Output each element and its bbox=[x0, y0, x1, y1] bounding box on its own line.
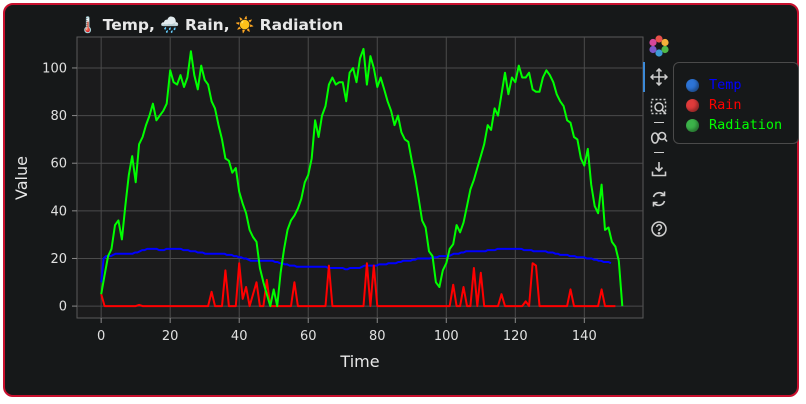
chart-title: 🌡️ Temp, 🌧️ Rain, ☀️ Radiation bbox=[78, 15, 343, 34]
y-tick-label: 20 bbox=[50, 252, 67, 267]
legend-label: Rain bbox=[709, 97, 742, 113]
pan-tool-icon[interactable] bbox=[646, 65, 672, 89]
legend-item-radiation[interactable]: Radiation bbox=[686, 115, 798, 135]
x-tick-label: 140 bbox=[572, 329, 597, 344]
x-tick-label: 0 bbox=[97, 329, 105, 344]
y-tick-label: 0 bbox=[59, 300, 67, 315]
legend-item-rain[interactable]: Rain bbox=[686, 95, 798, 115]
bokeh-logo-icon[interactable] bbox=[646, 34, 672, 58]
chart-legend: Temp Rain Radiation bbox=[673, 62, 799, 144]
box-zoom-icon[interactable] bbox=[646, 95, 672, 119]
plot-area[interactable]: 0 20 40 60 80 100 120 140 0 20 40 60 80 100 bbox=[42, 36, 644, 344]
legend-item-temp[interactable]: Temp bbox=[686, 75, 798, 95]
reset-icon[interactable] bbox=[646, 187, 672, 211]
x-tick-label: 100 bbox=[434, 329, 459, 344]
y-axis-label: Value bbox=[12, 156, 31, 200]
y-tick-label: 100 bbox=[42, 61, 67, 76]
toolbar-divider bbox=[654, 152, 664, 153]
legend-swatch bbox=[686, 98, 699, 112]
y-tick-label: 40 bbox=[50, 204, 67, 219]
legend-label: Radiation bbox=[709, 117, 783, 133]
save-icon[interactable] bbox=[646, 157, 672, 181]
legend-swatch bbox=[686, 78, 699, 92]
y-tick-label: 60 bbox=[50, 157, 67, 172]
wheel-zoom-icon[interactable] bbox=[646, 126, 672, 150]
y-tick-label: 80 bbox=[50, 109, 67, 124]
x-tick-label: 80 bbox=[369, 329, 386, 344]
chart-toolbar bbox=[643, 30, 675, 245]
toolbar-divider bbox=[654, 122, 664, 123]
series-line-temp bbox=[100, 247, 612, 283]
legend-label: Temp bbox=[709, 77, 742, 93]
x-tick-label: 120 bbox=[503, 329, 528, 344]
help-icon[interactable] bbox=[646, 217, 672, 241]
chart-title-group: 🌡️ Temp, 🌧️ Rain, ☀️ Radiation bbox=[78, 15, 343, 34]
series-line-radiation bbox=[100, 47, 624, 308]
x-tick-label: 20 bbox=[162, 329, 179, 344]
series-line-rain bbox=[100, 262, 616, 308]
x-axis-label: Time bbox=[339, 352, 379, 371]
x-tick-label: 60 bbox=[300, 329, 317, 344]
plot-background bbox=[76, 36, 644, 319]
x-tick-label: 40 bbox=[231, 329, 248, 344]
legend-swatch bbox=[686, 118, 699, 132]
active-tool-indicator bbox=[643, 62, 645, 92]
